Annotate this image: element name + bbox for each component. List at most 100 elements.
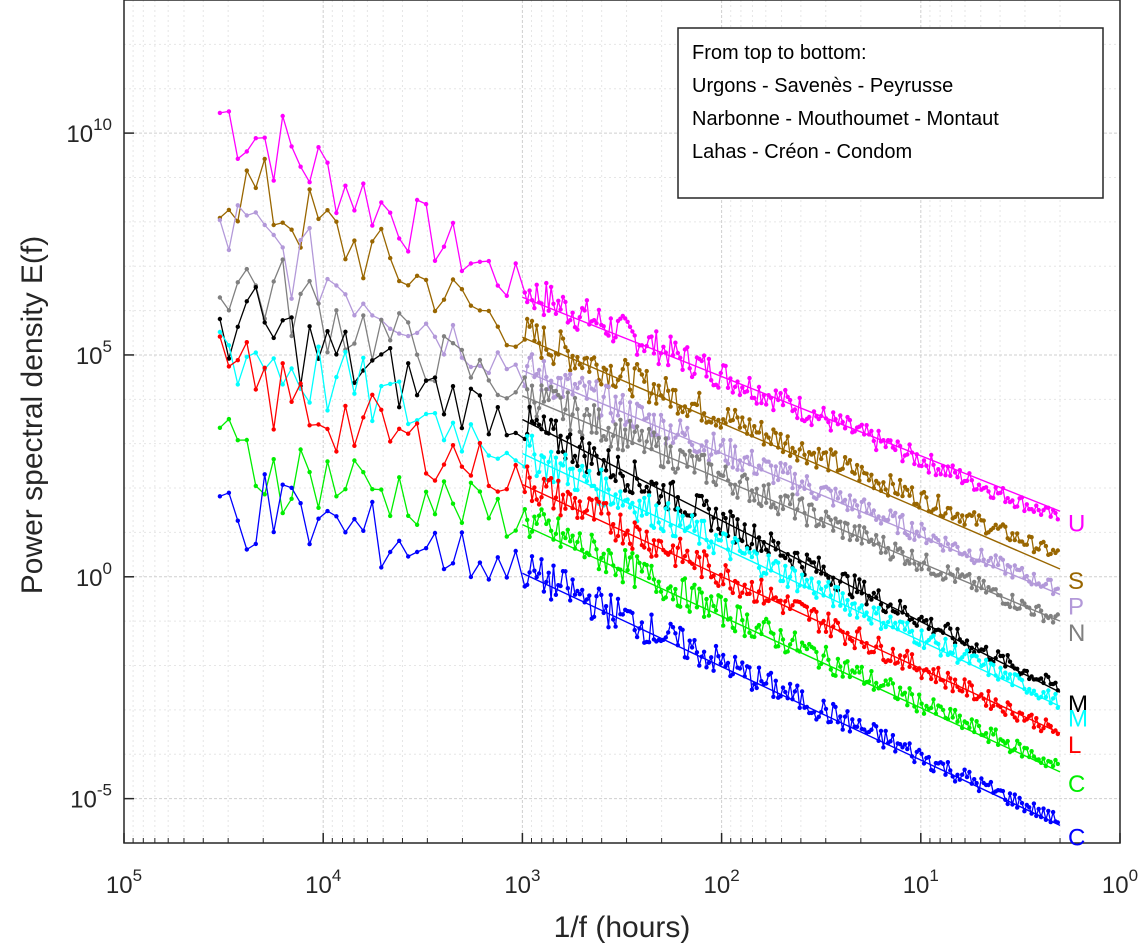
data-point-S (907, 493, 912, 498)
data-point-S (1050, 547, 1056, 553)
data-point-M (620, 473, 625, 479)
data-point-M (423, 378, 429, 383)
data-point-C (553, 592, 559, 597)
data-point-C (976, 788, 982, 794)
data-point-C (678, 604, 683, 609)
data-point-C (780, 685, 786, 690)
data-point-U (656, 361, 661, 367)
data-point-C (694, 650, 700, 655)
data-point-S (632, 366, 637, 371)
data-point-C (912, 759, 917, 765)
data-point-L (280, 361, 285, 366)
fit-lines-group (522, 296, 1061, 826)
data-point-C (1015, 738, 1020, 743)
series-label-C: C (1068, 824, 1085, 851)
data-point-U (432, 258, 438, 263)
data-point-M (1015, 673, 1020, 678)
data-point-P (685, 425, 690, 431)
data-point-M (603, 476, 609, 481)
data-point-C (253, 541, 258, 547)
data-point-N (840, 535, 845, 540)
data-point-C (709, 594, 714, 599)
data-point-L (962, 677, 967, 682)
data-point-M (560, 449, 566, 454)
data-point-L (682, 554, 688, 559)
data-point-P (831, 503, 836, 508)
data-point-C (406, 513, 411, 518)
data-point-N (792, 516, 798, 521)
data-point-L (654, 553, 659, 558)
data-point-C (226, 416, 232, 422)
data-point-L (606, 511, 611, 516)
data-point-M (943, 636, 948, 642)
data-point-S (423, 277, 429, 283)
data-point-M (828, 593, 833, 598)
data-point-N (914, 567, 919, 572)
data-point-C (603, 604, 609, 609)
data-point-N (675, 466, 680, 471)
data-point-L (766, 598, 771, 604)
data-point-P (995, 562, 1001, 568)
data-point-M (787, 574, 793, 579)
data-point-C (854, 724, 860, 729)
series-label-L: L (1068, 732, 1081, 759)
data-point-C (1046, 808, 1051, 814)
data-point-L (262, 365, 267, 370)
data-point-C (630, 610, 635, 616)
data-point-C (666, 630, 671, 635)
data-point-P (709, 452, 714, 457)
data-point-U (343, 183, 348, 188)
data-point-P (513, 362, 518, 367)
data-point-N (406, 320, 411, 325)
data-point-C (1050, 809, 1056, 815)
data-point-L (325, 426, 330, 432)
data-point-P (835, 496, 841, 501)
data-point-N (608, 444, 613, 449)
data-point-N (1055, 612, 1061, 617)
data-point-C (771, 631, 776, 636)
data-point-N (831, 528, 836, 533)
data-point-C (527, 570, 532, 575)
data-point-C (432, 512, 438, 517)
data-point-M (749, 554, 755, 560)
data-point-P (706, 458, 712, 463)
data-point-P (486, 370, 491, 376)
data-point-U (1038, 512, 1044, 517)
data-point-C (840, 674, 845, 679)
data-point-U (986, 489, 991, 494)
data-point-C (821, 653, 826, 658)
data-point-C (639, 620, 645, 625)
data-point-C (606, 625, 611, 630)
data-point-M (325, 408, 330, 413)
data-point-P (644, 416, 649, 421)
data-point-M (584, 478, 590, 484)
data-point-P (565, 376, 570, 382)
data-point-U (525, 299, 530, 305)
data-point-C (888, 739, 893, 744)
data-point-N (766, 482, 771, 487)
data-point-C (792, 689, 798, 694)
data-point-S (740, 415, 745, 420)
data-point-M (556, 449, 561, 455)
data-point-C (649, 563, 654, 569)
series-label-N: N (1068, 620, 1085, 647)
data-point-U (584, 298, 590, 303)
data-point-M (919, 628, 924, 633)
data-point-N (754, 486, 759, 491)
data-point-L (534, 497, 539, 502)
data-point-U (541, 312, 547, 318)
data-point-N (687, 448, 692, 454)
data-point-M (981, 647, 986, 653)
data-point-P (423, 321, 429, 326)
data-point-L (704, 553, 709, 558)
data-point-N (857, 523, 862, 529)
axis-ticks (123, 132, 1121, 843)
data-point-S (802, 452, 807, 457)
data-point-N (379, 317, 384, 323)
data-point-C (361, 528, 366, 533)
data-point-S (565, 348, 570, 354)
data-point-C (725, 660, 731, 666)
data-point-N (730, 491, 735, 496)
data-point-S (625, 362, 630, 367)
data-point-S (888, 473, 893, 478)
